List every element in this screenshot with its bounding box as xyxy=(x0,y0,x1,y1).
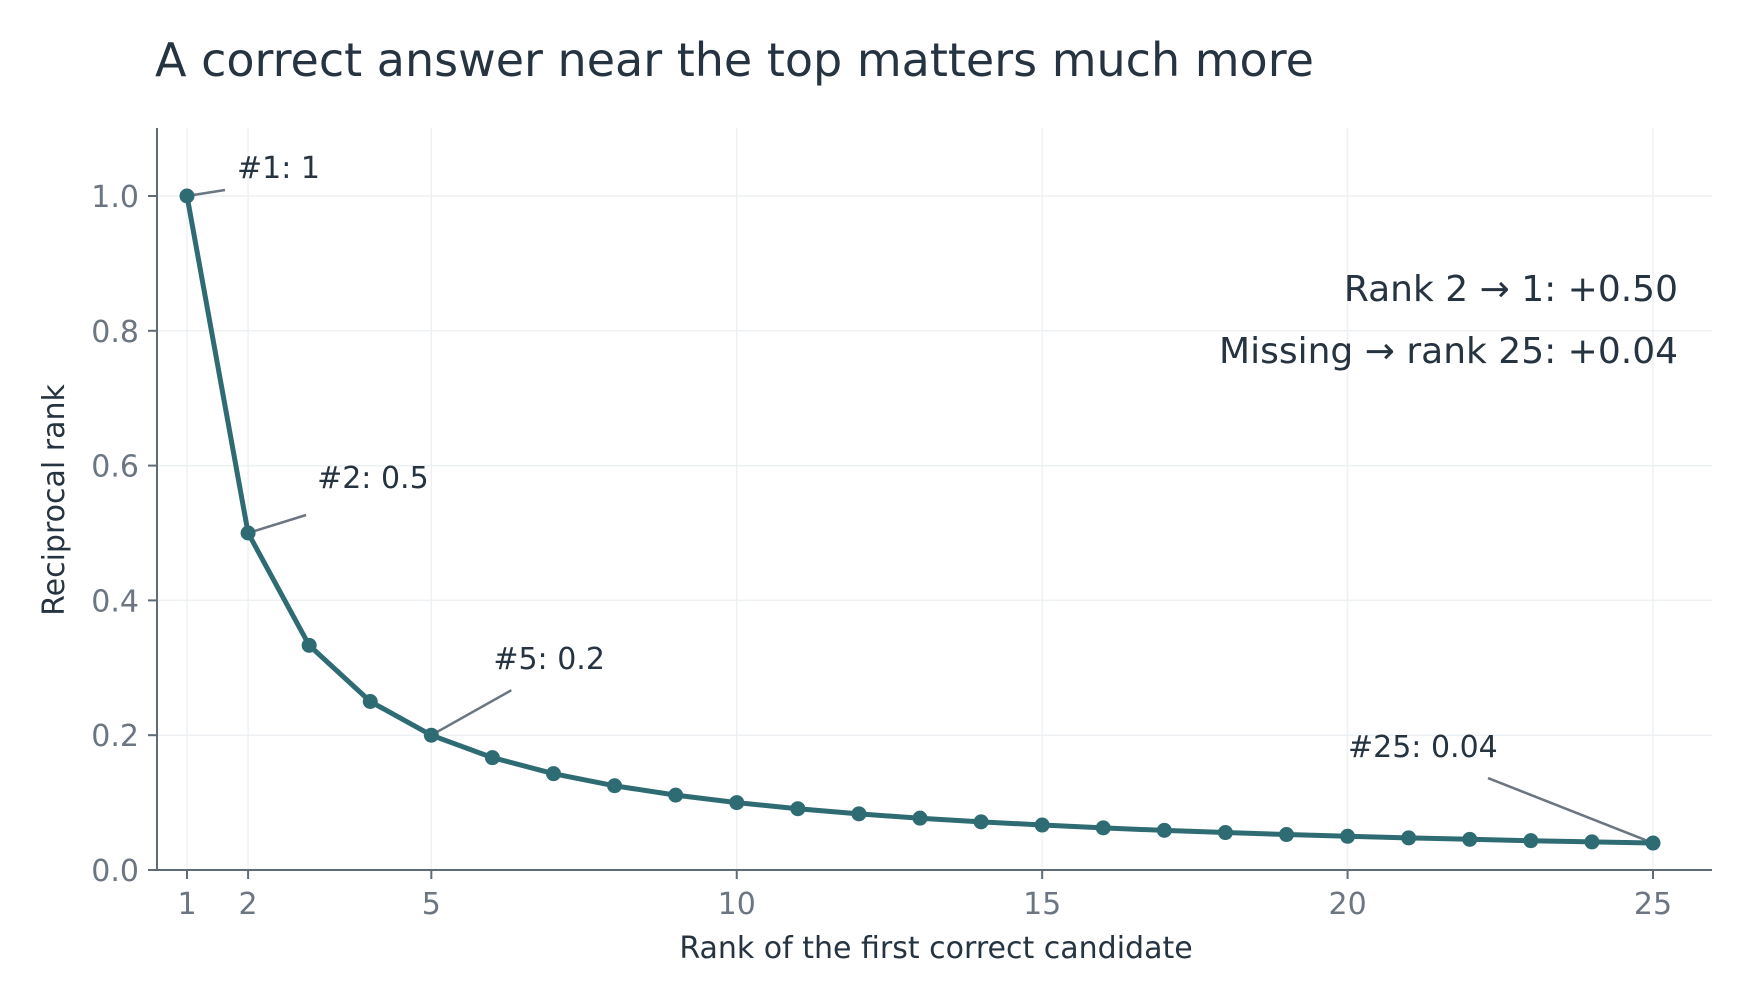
data-point xyxy=(1340,828,1356,844)
x-tick-label: 2 xyxy=(239,887,258,922)
notes: Rank 2 → 1: +0.50 Missing → rank 25: +0.0… xyxy=(1219,269,1678,372)
y-tick-label: 0.0 xyxy=(91,854,139,889)
data-point xyxy=(1095,820,1111,836)
data-point xyxy=(484,750,500,766)
data-point xyxy=(301,637,317,653)
y-tick-label: 0.8 xyxy=(91,315,139,350)
data-point xyxy=(1584,834,1600,850)
data-point xyxy=(851,806,867,822)
data-point xyxy=(1462,831,1478,847)
data-point xyxy=(668,787,684,803)
annotation-label: #1: 1 xyxy=(237,151,320,186)
data-point xyxy=(362,694,378,709)
ticks: 1 2 5 10 15 20 250.00.20.40.60.81.0 xyxy=(91,180,1672,922)
series xyxy=(179,188,1661,851)
note-text: Rank 2 → 1: +0.50 xyxy=(1344,269,1678,310)
annotation-leader xyxy=(1487,776,1654,845)
y-tick-label: 0.4 xyxy=(91,584,139,619)
annotation-leader xyxy=(430,689,512,737)
x-tick-label: 25 xyxy=(1634,887,1672,922)
x-tick-label: 10 xyxy=(718,887,756,922)
data-point xyxy=(546,766,561,782)
data-point xyxy=(973,814,989,830)
data-point xyxy=(1217,825,1233,841)
data-point xyxy=(179,188,195,204)
data-point xyxy=(790,801,806,817)
data-point xyxy=(912,810,928,826)
x-tick-label: 1 xyxy=(177,887,196,922)
y-tick-label: 0.2 xyxy=(91,719,139,754)
data-point xyxy=(1401,830,1417,846)
x-axis-label: Rank of the first correct candidate xyxy=(679,931,1192,966)
chart-title: A correct answer near the top matters mu… xyxy=(155,33,1314,87)
data-point xyxy=(1156,822,1172,838)
x-tick-label: 15 xyxy=(1023,887,1061,922)
data-point xyxy=(729,795,745,811)
y-axis-label: Reciprocal rank xyxy=(37,384,72,616)
data-point xyxy=(1279,827,1294,843)
data-point xyxy=(423,727,439,743)
annotation-leader xyxy=(247,513,307,535)
data-point xyxy=(1645,835,1661,851)
data-point xyxy=(1523,833,1539,849)
annotation-label: #2: 0.5 xyxy=(317,461,429,496)
x-tick-label: 5 xyxy=(422,887,441,922)
note-text: Missing → rank 25: +0.04 xyxy=(1219,331,1678,372)
annotation-label: #25: 0.04 xyxy=(1348,730,1498,765)
y-tick-label: 1.0 xyxy=(91,180,139,215)
x-tick-label: 20 xyxy=(1328,887,1366,922)
data-point xyxy=(607,778,623,794)
annotation-label: #5: 0.2 xyxy=(493,642,605,677)
y-tick-label: 0.6 xyxy=(91,450,139,485)
data-point xyxy=(240,525,256,541)
axes xyxy=(156,128,1712,871)
annotations: #1: 1 #2: 0.5 #5: 0.2 #25: 0.04 xyxy=(237,151,1498,765)
data-point xyxy=(1034,817,1050,833)
grid xyxy=(157,128,1712,871)
